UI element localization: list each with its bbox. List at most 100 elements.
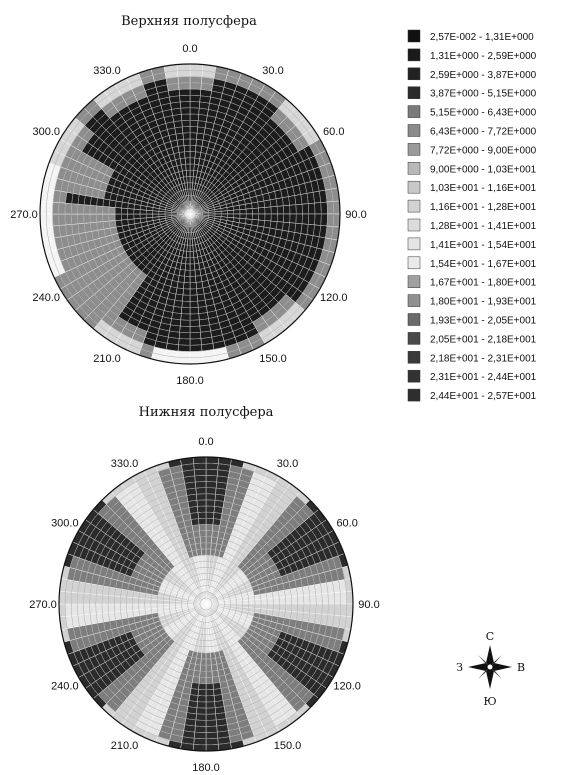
angle-label: 120.0 xyxy=(320,292,348,304)
heatmap-cell xyxy=(314,213,322,226)
heatmap-cell xyxy=(205,493,216,501)
heatmap-cell xyxy=(260,598,268,605)
heatmap-cell xyxy=(309,594,317,605)
heatmap-cell xyxy=(197,689,207,697)
heatmap-cell xyxy=(181,113,191,121)
grid-ring xyxy=(120,518,292,690)
heatmap-cell xyxy=(205,634,210,641)
heatmap-cell xyxy=(321,603,329,615)
angle-label: 120.0 xyxy=(333,681,361,693)
heatmap-cell xyxy=(320,201,328,215)
heatmap-cell xyxy=(189,138,197,146)
heatmap-cell xyxy=(181,307,191,315)
upper-hemisphere-angle-labels: 0.0 30.0 60.0 90.0 120.0 150.0 180.0 210.0 240.0… xyxy=(10,43,366,387)
heatmap-cell xyxy=(193,738,207,746)
heatmap-cell xyxy=(114,611,122,621)
grid-ring xyxy=(108,132,272,296)
legend-swatch xyxy=(407,143,421,156)
heatmap-cell xyxy=(126,610,134,619)
heatmap-cell xyxy=(289,213,297,224)
compass-nw-point xyxy=(478,655,490,667)
heatmap-cell xyxy=(64,591,72,605)
heatmap-cell xyxy=(114,587,122,597)
heatmap-cell xyxy=(210,652,216,660)
heatmap-cell xyxy=(283,205,291,215)
heatmap-cell xyxy=(126,596,133,605)
heatmap-cell xyxy=(205,469,218,477)
heatmap-cell xyxy=(285,596,292,605)
heatmap-cell xyxy=(181,120,191,128)
heatmap-cell xyxy=(220,210,228,215)
heatmap-cell xyxy=(189,251,195,258)
heatmap-cell xyxy=(270,206,278,215)
grid-ring xyxy=(138,536,274,672)
heatmap-cell xyxy=(177,145,185,153)
grid-ring xyxy=(58,456,354,752)
legend-swatch xyxy=(407,86,421,99)
heatmap-cell xyxy=(182,288,191,296)
heatmap-cell xyxy=(126,603,133,612)
heatmap-cell xyxy=(77,213,85,225)
heatmap-cell xyxy=(189,350,203,358)
legend-swatch xyxy=(407,105,421,118)
legend-label: 2,44E+001 - 2,57E+001 xyxy=(430,391,537,402)
heatmap-cell xyxy=(174,126,184,135)
heatmap-cell xyxy=(205,524,214,531)
heatmap-cell xyxy=(196,493,207,501)
angle-label: 30.0 xyxy=(262,65,283,77)
heatmap-cell xyxy=(295,213,303,225)
grid-ring xyxy=(107,505,305,703)
grid-ring xyxy=(181,579,231,629)
heatmap-cell xyxy=(64,603,72,617)
heatmap-cell xyxy=(272,591,280,599)
legend-swatch xyxy=(407,48,421,62)
compass-sw-point xyxy=(478,667,490,679)
grid-ring xyxy=(89,113,291,315)
compass-center xyxy=(486,663,494,671)
heatmap-cell xyxy=(189,338,202,346)
heatmap-cell xyxy=(178,88,191,96)
heatmap-cell xyxy=(183,282,191,290)
heatmap-cell xyxy=(121,207,128,215)
heatmap-cell xyxy=(189,238,193,246)
legend-label: 7,72E+000 - 9,00E+000 xyxy=(430,145,537,156)
heatmap-cell xyxy=(71,203,79,215)
grid-ring xyxy=(77,475,335,733)
heatmap-cell xyxy=(83,204,91,215)
heatmap-cell xyxy=(303,603,311,614)
grid-ring xyxy=(89,487,323,721)
heatmap-cell xyxy=(291,595,299,605)
heatmap-cell xyxy=(107,595,115,605)
heatmap-cell xyxy=(179,325,191,333)
heatmap-cell xyxy=(108,220,117,229)
heatmap-cell xyxy=(332,213,341,228)
heatmap-cell xyxy=(89,205,97,215)
angle-label: 0.0 xyxy=(198,436,213,448)
heatmap-cell xyxy=(196,548,202,556)
heatmap-cell xyxy=(71,213,79,225)
heatmap-cell xyxy=(71,592,79,605)
heatmap-cell xyxy=(295,203,303,215)
legend-swatch xyxy=(407,351,421,364)
heatmap-cell xyxy=(52,201,60,215)
heatmap-cell xyxy=(108,206,116,215)
heatmap-cell xyxy=(189,319,201,327)
heatmap-cell xyxy=(178,338,191,346)
heatmap-cell xyxy=(326,213,334,227)
heatmap-cell xyxy=(205,475,218,483)
legend-label: 2,31E+001 - 2,44E+001 xyxy=(430,372,537,383)
grid-ring xyxy=(77,101,303,327)
legend-label: 1,80E+001 - 1,93E+001 xyxy=(430,297,537,308)
legend-swatch xyxy=(407,162,421,175)
heatmap-cell xyxy=(205,725,218,733)
legend-label: 1,54E+001 - 1,67E+001 xyxy=(430,259,537,270)
heatmap-cell xyxy=(189,126,198,134)
grid-ring xyxy=(163,561,249,647)
grid-ring xyxy=(187,585,225,623)
grid-ring xyxy=(46,70,334,358)
heatmap-cell xyxy=(308,213,316,226)
heatmap-cell xyxy=(308,202,316,215)
heatmap-cell xyxy=(205,640,210,648)
heatmap-cell xyxy=(201,554,207,562)
heatmap-cell xyxy=(269,220,278,230)
